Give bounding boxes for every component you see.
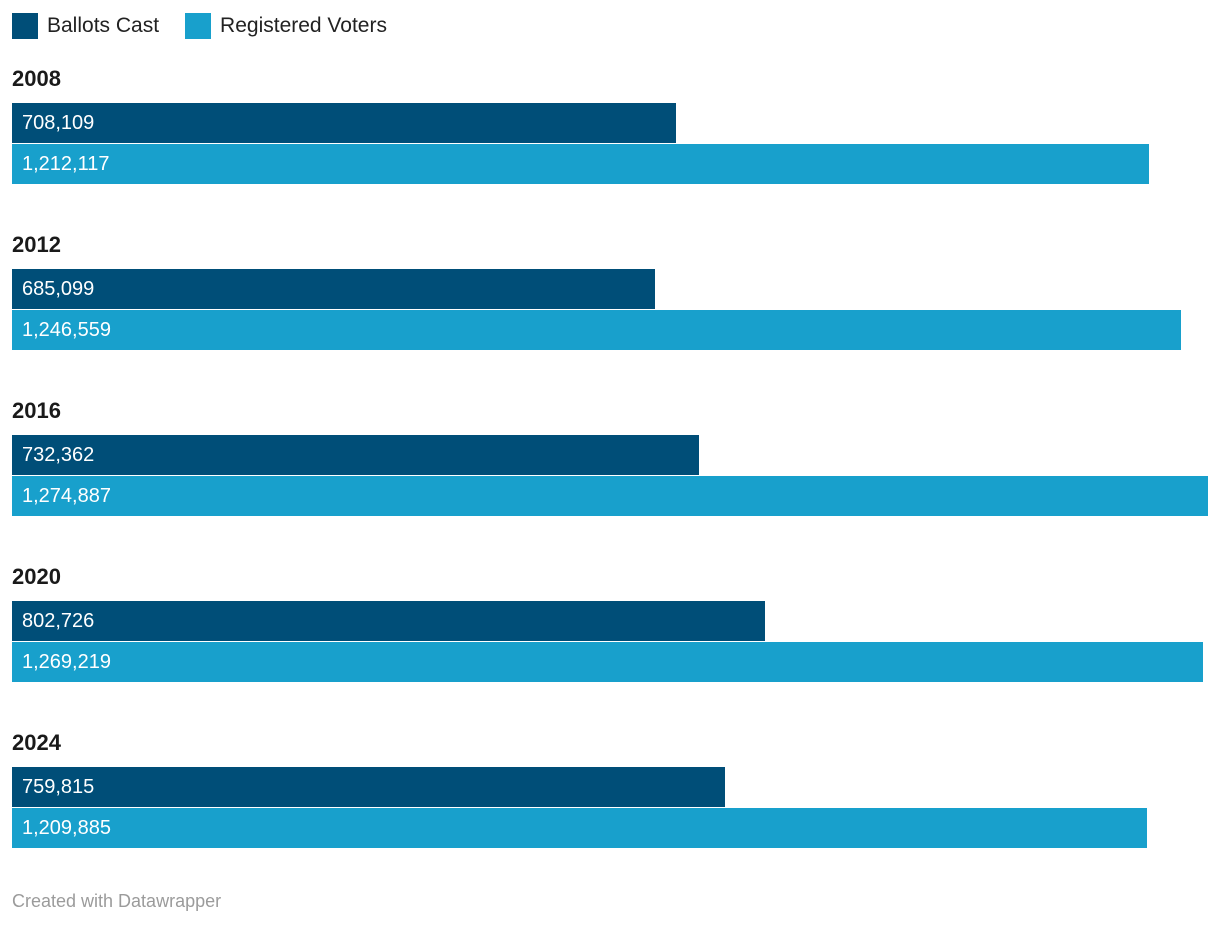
registered-voters-bar: 1,212,117 bbox=[12, 144, 1150, 184]
ballots-cast-bar: 708,109 bbox=[12, 103, 677, 143]
bar-chart: 2008 708,109 1,212,117 2012 685,099 1,246,559… bbox=[12, 66, 1208, 848]
registered-voters-swatch-icon bbox=[185, 13, 212, 39]
bar-value-label: 1,209,885 bbox=[22, 817, 111, 839]
bar-value-label: 759,815 bbox=[22, 776, 95, 798]
ballots-cast-bar: 685,099 bbox=[12, 269, 655, 309]
category-label: 2024 bbox=[12, 730, 61, 755]
chart-group-2012: 2012 685,099 1,246,559 bbox=[12, 232, 1208, 350]
ballots-cast-bar: 732,362 bbox=[12, 435, 700, 475]
registered-voters-bar: 1,209,885 bbox=[12, 808, 1147, 848]
category-label: 2016 bbox=[12, 398, 61, 423]
ballots-cast-bar: 759,815 bbox=[12, 767, 725, 807]
ballots-cast-bar: 802,726 bbox=[12, 601, 765, 641]
bar-value-label: 708,109 bbox=[22, 112, 95, 134]
registered-voters-bar: 1,269,219 bbox=[12, 642, 1203, 682]
category-label: 2020 bbox=[12, 564, 61, 589]
legend-label: Ballots Cast bbox=[47, 14, 160, 37]
registered-voters-bar: 1,246,559 bbox=[12, 310, 1182, 350]
registered-voters-bar: 1,274,887 bbox=[12, 476, 1208, 516]
legend: Ballots Cast Registered Voters bbox=[12, 13, 1208, 39]
bar-value-label: 1,212,117 bbox=[22, 153, 110, 175]
bar-value-label: 732,362 bbox=[22, 444, 95, 466]
legend-label: Registered Voters bbox=[220, 14, 387, 37]
category-label: 2008 bbox=[12, 66, 61, 91]
legend-item-ballots-cast: Ballots Cast bbox=[12, 13, 159, 39]
datawrapper-credit-link[interactable]: Created with Datawrapper bbox=[12, 891, 222, 911]
bar-value-label: 1,246,559 bbox=[22, 319, 111, 341]
bar-value-label: 685,099 bbox=[22, 278, 95, 300]
chart-group-2020: 2020 802,726 1,269,219 bbox=[12, 564, 1208, 682]
category-label: 2012 bbox=[12, 232, 61, 257]
ballots-cast-swatch-icon bbox=[12, 13, 38, 39]
legend-item-registered-voters: Registered Voters bbox=[185, 13, 387, 39]
bar-value-label: 1,269,219 bbox=[22, 651, 111, 673]
chart-group-2016: 2016 732,362 1,274,887 bbox=[12, 398, 1208, 516]
chart-group-2024: 2024 759,815 1,209,885 bbox=[12, 730, 1208, 848]
chart-footer: Created with Datawrapper bbox=[12, 891, 1208, 912]
chart-group-2008: 2008 708,109 1,212,117 bbox=[12, 66, 1208, 184]
bar-value-label: 802,726 bbox=[22, 610, 95, 632]
bar-value-label: 1,274,887 bbox=[22, 485, 111, 507]
